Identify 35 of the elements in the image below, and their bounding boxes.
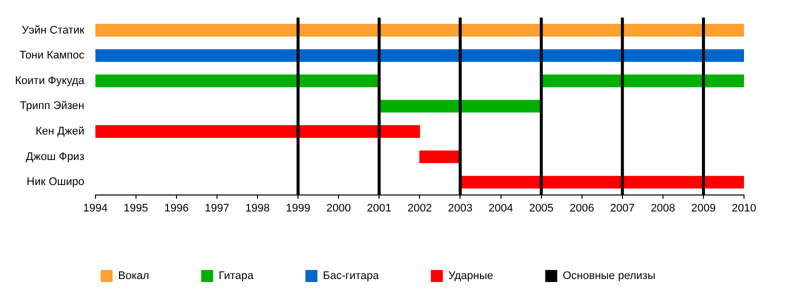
legend-label: Бас-гитара — [322, 270, 380, 282]
x-tick-label: 2004 — [488, 202, 514, 214]
x-tick-label: 1997 — [204, 202, 230, 214]
x-tick-label: 1999 — [286, 202, 310, 214]
bar — [419, 150, 461, 164]
y-tick-label: Трипп Эйзен — [20, 100, 84, 112]
bar — [95, 74, 380, 88]
x-tick-label: 1996 — [164, 202, 189, 214]
x-tick-label: 1998 — [245, 202, 270, 214]
y-tick-label: Тони Кампос — [19, 50, 85, 62]
y-tick-label: Кен Джей — [36, 126, 84, 138]
x-tick-label: 2009 — [691, 202, 716, 214]
x-tick-label: 2003 — [448, 202, 472, 214]
legend-label: Вокал — [118, 270, 150, 282]
y-tick-label: Джош Фриз — [26, 150, 84, 163]
bar — [95, 125, 420, 138]
bar — [460, 176, 744, 188]
y-tick-label: Ник Оширо — [26, 176, 84, 188]
x-tick-label: 2001 — [366, 202, 392, 214]
x-tick-label: 2002 — [407, 202, 432, 214]
x-tick-label: 1994 — [83, 202, 108, 214]
bar — [540, 74, 744, 88]
x-tick-label: 2006 — [570, 202, 594, 214]
y-tick-label: Коити Фукуда — [14, 74, 86, 87]
x-tick-label: 2010 — [732, 202, 756, 214]
x-tick-label: 2000 — [326, 202, 351, 214]
x-tick-label: 2008 — [650, 202, 676, 214]
legend-label: Гитара — [218, 270, 254, 282]
legend-label: Ударные — [448, 270, 494, 282]
legend-label: Основные релизы — [562, 270, 656, 282]
x-tick-label: 2007 — [610, 202, 635, 214]
bar — [378, 100, 542, 113]
y-tick-label: Уэйн Статик — [22, 24, 85, 36]
x-tick-label: 2005 — [529, 202, 554, 214]
x-tick-label: 1995 — [124, 202, 148, 214]
